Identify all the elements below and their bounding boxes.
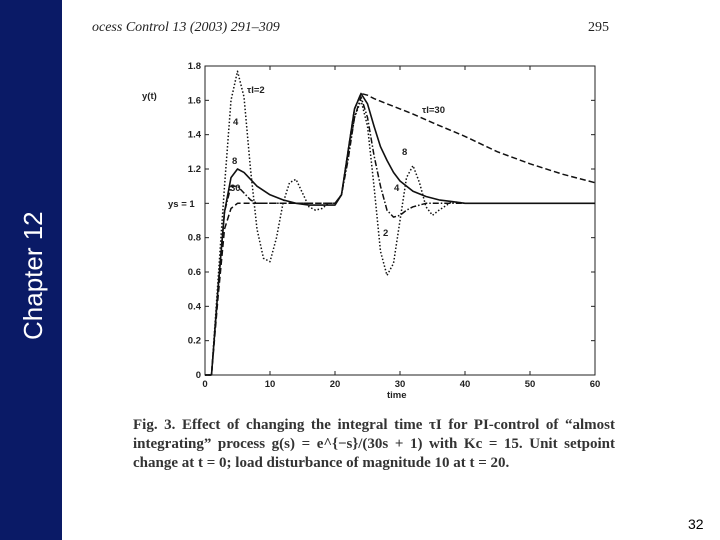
slide-page-number: 32 xyxy=(688,516,704,532)
x-tick-label: 10 xyxy=(265,379,276,390)
series-line-solid xyxy=(205,92,595,376)
x-tick-label: 60 xyxy=(590,379,601,390)
annotation-30-left: 30 xyxy=(230,183,241,194)
y-tick-label: 1.2 xyxy=(188,164,201,175)
y-tick-label: 1.4 xyxy=(188,130,202,141)
annotation-4-right: 4 xyxy=(394,183,400,194)
annotation-8-left: 8 xyxy=(232,156,237,167)
y-tick-label: 1.6 xyxy=(188,95,201,106)
y-tick-label: 0.8 xyxy=(188,233,201,244)
x-tick-label: 50 xyxy=(525,379,536,390)
response-plot: 0 10 20 30 40 50 60 0 0.2 0.4 0.6 0.8 1.2 1.4 1.6 1.8 y… xyxy=(142,61,601,401)
annotation-2-right: 2 xyxy=(383,228,388,239)
x-tick-label: 30 xyxy=(395,379,406,390)
x-tick-label: 40 xyxy=(460,379,471,390)
journal-page-number: 295 xyxy=(588,20,609,35)
ylabel: y(t) xyxy=(142,91,157,102)
y-tick-label: 0.4 xyxy=(188,301,202,312)
y-tick-label: 0.6 xyxy=(188,267,201,278)
series-line-dotted xyxy=(205,70,595,376)
annotation-taui-2: τI=2 xyxy=(247,85,265,96)
chapter-label: Chapter 12 xyxy=(18,211,48,340)
y-tick-label: 0.2 xyxy=(188,336,201,347)
ys-label: ys = 1 xyxy=(168,199,195,210)
series-line-dashdot xyxy=(205,96,595,376)
annotation-taui-30: τI=30 xyxy=(422,105,445,116)
xlabel: time xyxy=(387,390,407,401)
x-tick-label: 0 xyxy=(202,379,207,390)
y-tick-label: 0 xyxy=(196,370,201,381)
journal-header: ocess Control 13 (2003) 291–309 xyxy=(92,20,280,35)
chapter-sidebar xyxy=(0,0,62,540)
x-tick-label: 20 xyxy=(330,379,341,390)
figure-caption: Fig. 3. Effect of changing the integral … xyxy=(133,417,615,471)
annotation-8-right: 8 xyxy=(402,147,407,158)
annotation-4-left: 4 xyxy=(233,117,239,128)
y-tick-label: 1.8 xyxy=(188,61,201,72)
chapter-label-wrap: Chapter 12 xyxy=(10,180,52,340)
series-line-dashed xyxy=(205,92,596,376)
